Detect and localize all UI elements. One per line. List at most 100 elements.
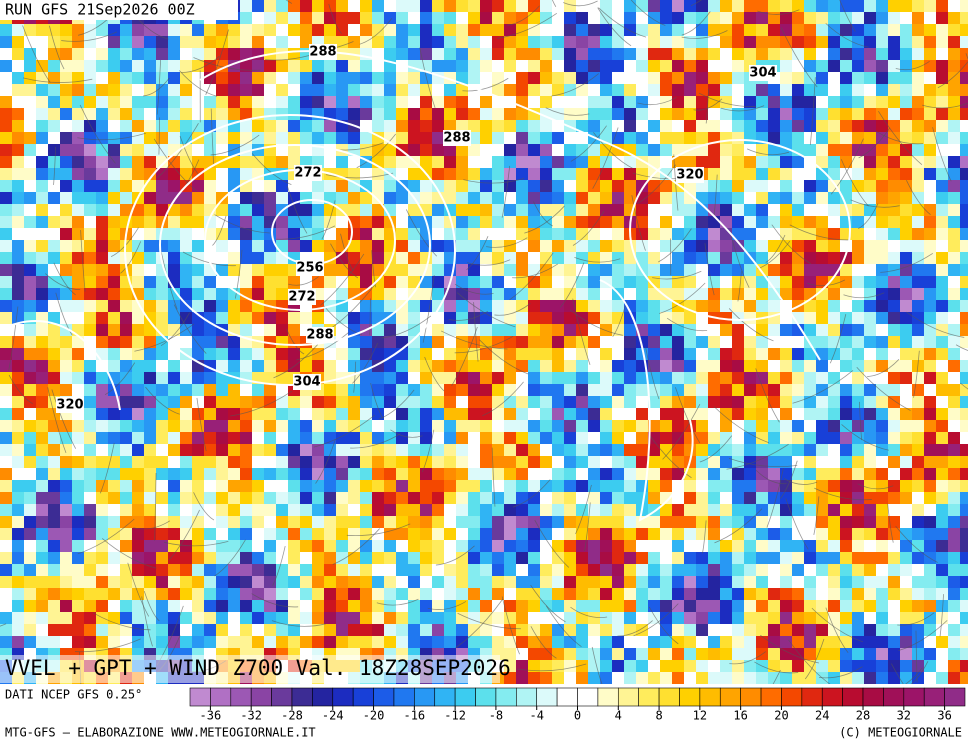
field-cell: [588, 564, 600, 576]
wind-streamline: [49, 25, 65, 70]
field-cell: [936, 264, 948, 276]
field-cell: [96, 528, 108, 540]
field-cell: [696, 72, 708, 84]
field-cell: [864, 288, 876, 300]
field-cell: [552, 216, 564, 228]
field-cell: [768, 468, 780, 480]
field-cell: [672, 216, 684, 228]
field-cell: [564, 672, 576, 684]
field-cell: [432, 228, 444, 240]
field-cell: [504, 120, 516, 132]
field-cell: [672, 96, 684, 108]
field-cell: [780, 564, 792, 576]
field-cell: [732, 156, 744, 168]
field-cell: [600, 36, 612, 48]
field-cell: [960, 84, 968, 96]
field-cell: [312, 0, 324, 12]
field-cell: [132, 108, 144, 120]
field-cell: [612, 396, 624, 408]
field-cell: [684, 96, 696, 108]
field-cell: [840, 84, 852, 96]
field-cell: [516, 456, 528, 468]
field-cell: [924, 432, 936, 444]
field-cell: [144, 228, 156, 240]
field-cell: [96, 96, 108, 108]
field-cell: [36, 240, 48, 252]
field-cell: [180, 504, 192, 516]
field-cell: [216, 84, 228, 96]
field-cell: [324, 192, 336, 204]
field-cell: [0, 600, 12, 612]
field-cell: [732, 0, 744, 12]
field-cell: [108, 432, 120, 444]
field-cell: [600, 72, 612, 84]
field-cell: [720, 348, 732, 360]
field-cell: [804, 672, 816, 684]
wind-streamline: [875, 130, 924, 145]
field-cell: [852, 492, 864, 504]
field-cell: [936, 552, 948, 564]
field-cell: [540, 120, 552, 132]
field-cell: [564, 180, 576, 192]
field-cell: [900, 384, 912, 396]
field-cell: [300, 432, 312, 444]
field-cell: [480, 24, 492, 36]
field-cell: [132, 24, 144, 36]
field-cell: [312, 504, 324, 516]
field-cell: [708, 588, 720, 600]
field-cell: [684, 372, 696, 384]
field-cell: [780, 384, 792, 396]
field-cell: [192, 444, 204, 456]
field-cell: [708, 240, 720, 252]
field-cell: [492, 420, 504, 432]
field-cell: [948, 300, 960, 312]
field-cell: [24, 408, 36, 420]
field-cell: [552, 492, 564, 504]
field-cell: [564, 384, 576, 396]
field-cell: [24, 252, 36, 264]
field-cell: [624, 600, 636, 612]
wind-streamline: [867, 359, 900, 377]
field-cell: [792, 672, 804, 684]
field-cell: [564, 612, 576, 624]
field-cell: [180, 444, 192, 456]
field-cell: [888, 420, 900, 432]
field-cell: [120, 324, 132, 336]
contour-label-bg: [306, 327, 334, 343]
field-cell: [624, 432, 636, 444]
field-cell: [660, 0, 672, 12]
footer-left: MTG-GFS – ELABORAZIONE WWW.METEOGIORNALE…: [5, 726, 316, 740]
wind-streamline: [463, 178, 525, 184]
field-cell: [360, 612, 372, 624]
field-cell: [240, 612, 252, 624]
field-cell: [132, 72, 144, 84]
field-cell: [876, 48, 888, 60]
colorbar-swatch: [760, 687, 782, 707]
field-cell: [300, 108, 312, 120]
field-cell: [828, 12, 840, 24]
field-cell: [648, 624, 660, 636]
field-cell: [960, 504, 968, 516]
field-cell: [324, 384, 336, 396]
field-cell: [324, 576, 336, 588]
field-cell: [444, 168, 456, 180]
field-cell: [240, 84, 252, 96]
field-cell: [492, 144, 504, 156]
field-cell: [732, 132, 744, 144]
field-cell: [96, 192, 108, 204]
field-cell: [324, 420, 336, 432]
field-cell: [600, 396, 612, 408]
field-cell: [432, 120, 444, 132]
field-cell: [156, 312, 168, 324]
field-cell: [132, 396, 144, 408]
field-cell: [24, 480, 36, 492]
field-cell: [852, 396, 864, 408]
field-cell: [480, 372, 492, 384]
field-cell: [876, 636, 888, 648]
field-cell: [864, 228, 876, 240]
wind-streamline: [658, 228, 692, 263]
wind-streamline: [559, 262, 585, 308]
field-cell: [816, 468, 828, 480]
wind-streamline: [271, 620, 326, 627]
field-cell: [612, 312, 624, 324]
